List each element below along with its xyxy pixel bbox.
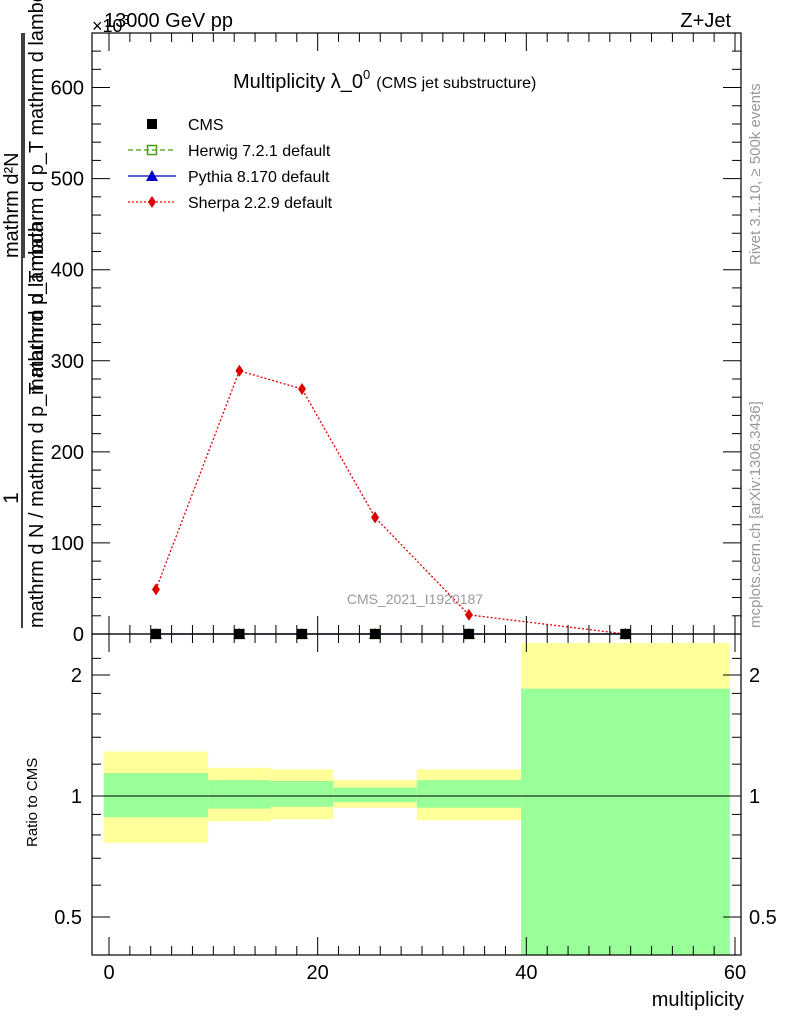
energy-label: 13000 GeV pp	[104, 10, 233, 32]
ratio-y-tick-label-right-2: 2	[749, 665, 760, 687]
ratio-y-tick-label-right-0: 0.5	[749, 907, 777, 929]
main-y-tick-label-6: 600	[51, 78, 84, 100]
ratio-panel-frame	[91, 633, 742, 956]
ratio-uncertainty-bands	[103, 643, 730, 955]
main-y-tick-label-5: 500	[51, 169, 84, 191]
x-tick-label-3: 60	[724, 962, 746, 984]
ratio-y-tick-label-2: 2	[71, 665, 82, 687]
y-label-stacked-top: mathrm d²N	[1, 152, 23, 258]
sherpa-series-line	[155, 369, 626, 635]
sherpa-point-2	[298, 383, 307, 396]
chart-title-sub: (CMS jet substructure)	[376, 75, 536, 92]
ratio-inner-band-2	[270, 780, 334, 807]
x-axis-label: multiplicity	[652, 989, 744, 1011]
ratio-y-label: Ratio to CMS	[24, 758, 41, 847]
y-label-numerator-one: 1	[0, 492, 23, 504]
chart-title: Multiplicity λ_00(CMS jet substructure)	[233, 67, 536, 93]
legend-pythia-marker	[146, 170, 158, 181]
ratio-inner-band-0	[103, 773, 209, 818]
x-tick-label-2: 40	[515, 962, 537, 984]
x-tick-label-0: 0	[103, 962, 114, 984]
process-label: Z+Jet	[680, 10, 731, 32]
sherpa-point-4	[464, 608, 473, 621]
main-y-tick-label-2: 200	[51, 442, 84, 464]
sherpa-point-0	[151, 583, 160, 596]
watermark: CMS_2021_I1920187	[347, 591, 483, 607]
legend-herwig-marker	[146, 144, 158, 156]
sherpa-point-3	[371, 511, 380, 524]
main-y-tick-label-4: 400	[51, 260, 84, 282]
ratio-y-tick-label-0: 0.5	[54, 907, 82, 929]
axes-ticks	[92, 33, 741, 955]
chart-title-superscript: 0	[363, 67, 370, 82]
y-label-stacked-bottom: mathrm d p_T mathrm d p_T mathrm d lambd…	[26, 0, 48, 395]
legend: CMS Herwig 7.2.1 default Pythia 8.170 defa…	[128, 117, 333, 212]
legend-cms-label: CMS	[188, 117, 224, 134]
legend-sherpa-marker	[148, 196, 156, 208]
exponent-marker: ×103	[92, 12, 130, 36]
mcplots-label: mcplots.cern.ch [arXiv:1306.3436]	[747, 401, 764, 628]
legend-herwig-label: Herwig 7.2.1 default	[188, 143, 331, 160]
legend-sherpa-label: Sherpa 2.2.9 default	[188, 195, 333, 212]
legend-cms-marker	[147, 119, 157, 129]
x-tick-label-1: 20	[307, 962, 329, 984]
rivet-label: Rivet 3.1.10, ≥ 500k events	[747, 83, 764, 265]
main-y-tick-label-0: 0	[73, 624, 84, 646]
ratio-inner-band-1	[208, 780, 271, 809]
sherpa-point-1	[235, 364, 244, 377]
main-y-tick-label-3: 300	[51, 351, 84, 373]
ratio-inner-band-4	[416, 780, 522, 808]
ratio-inner-band-3	[333, 787, 417, 803]
ratio-y-tick-label-1: 1	[71, 786, 82, 808]
legend-pythia-label: Pythia 8.170 default	[188, 169, 330, 186]
y-label-denominator: mathrm d N / mathrm d p_T mathrm d lambd…	[26, 221, 48, 628]
main-y-tick-label-1: 100	[51, 533, 84, 555]
ratio-inner-band-5	[521, 688, 730, 955]
ratio-y-tick-label-right-1: 1	[749, 786, 760, 808]
